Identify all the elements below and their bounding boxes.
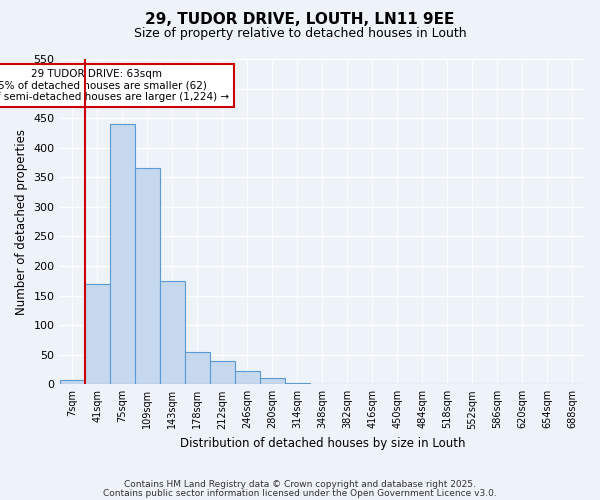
Text: 29 TUDOR DRIVE: 63sqm
← 5% of detached houses are smaller (62)
95% of semi-detac: 29 TUDOR DRIVE: 63sqm ← 5% of detached h… [0, 69, 229, 102]
Bar [160, 281, 185, 384]
Bar [85, 284, 110, 384]
Y-axis label: Number of detached properties: Number of detached properties [15, 128, 28, 314]
Text: 29, TUDOR DRIVE, LOUTH, LN11 9EE: 29, TUDOR DRIVE, LOUTH, LN11 9EE [145, 12, 455, 28]
Bar [185, 352, 209, 384]
Bar [260, 378, 285, 384]
Bar [134, 168, 160, 384]
Bar [110, 124, 134, 384]
Text: Contains public sector information licensed under the Open Government Licence v3: Contains public sector information licen… [103, 488, 497, 498]
Bar [235, 372, 260, 384]
Bar [59, 380, 85, 384]
Text: Contains HM Land Registry data © Crown copyright and database right 2025.: Contains HM Land Registry data © Crown c… [124, 480, 476, 489]
X-axis label: Distribution of detached houses by size in Louth: Distribution of detached houses by size … [179, 437, 465, 450]
Bar [285, 383, 310, 384]
Text: Size of property relative to detached houses in Louth: Size of property relative to detached ho… [134, 28, 466, 40]
Bar [209, 360, 235, 384]
